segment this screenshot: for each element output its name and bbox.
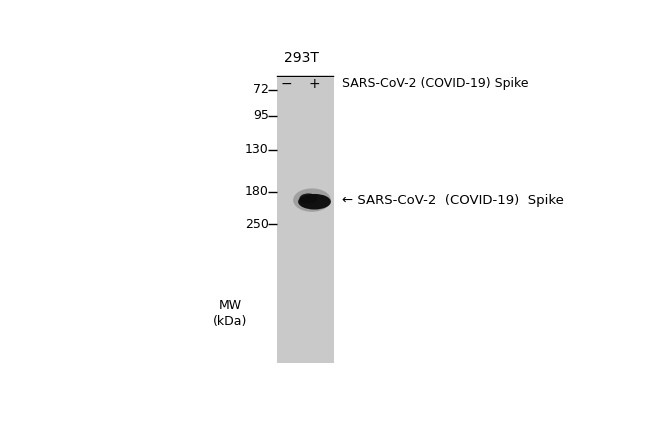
Text: −: − [281, 77, 292, 91]
Ellipse shape [300, 193, 317, 203]
Text: MW
(kDa): MW (kDa) [213, 299, 247, 328]
Text: 95: 95 [253, 109, 268, 122]
Ellipse shape [293, 188, 331, 212]
Text: 180: 180 [245, 186, 268, 198]
Text: 250: 250 [245, 218, 268, 231]
Text: 72: 72 [253, 83, 268, 96]
Text: SARS-CoV-2 (COVID-19) Spike: SARS-CoV-2 (COVID-19) Spike [342, 77, 528, 90]
Text: 293T: 293T [285, 51, 319, 65]
Bar [277, 78, 334, 362]
Text: 130: 130 [245, 143, 268, 156]
Text: +: + [308, 77, 320, 91]
Ellipse shape [298, 194, 331, 210]
Text: ← SARS-CoV-2  (COVID-19)  Spike: ← SARS-CoV-2 (COVID-19) Spike [342, 194, 564, 207]
